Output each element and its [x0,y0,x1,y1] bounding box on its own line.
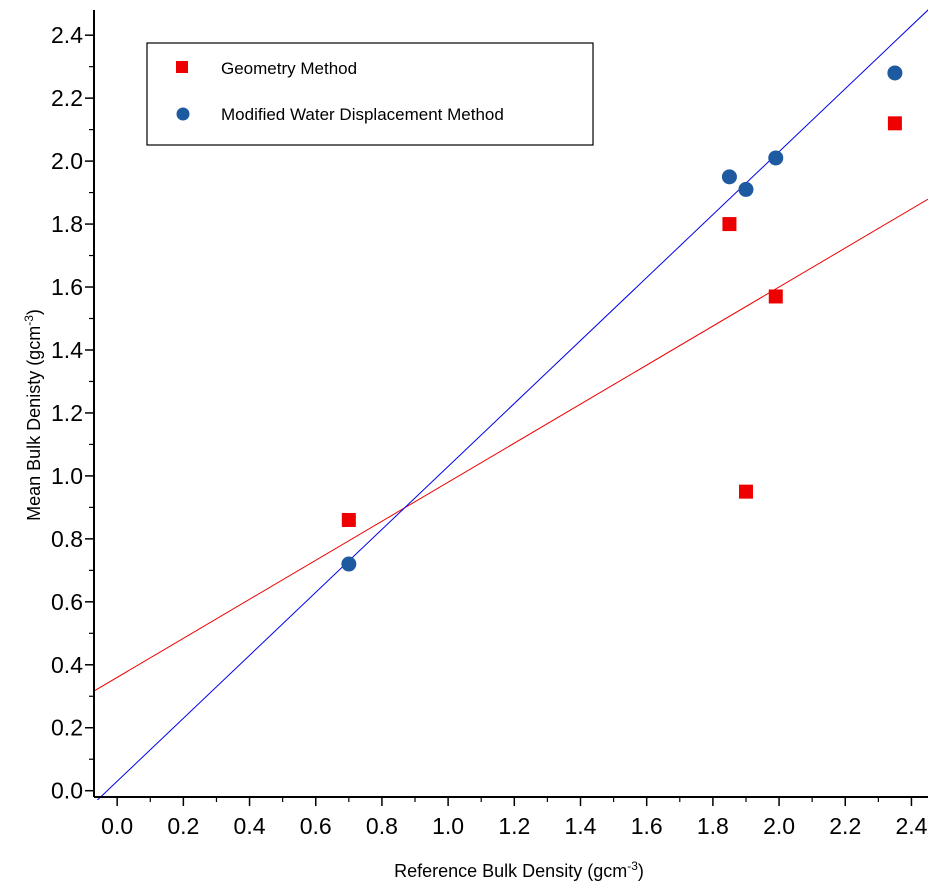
y-tick-label: 1.0 [51,463,83,489]
legend: Geometry Method Modified Water Displacem… [146,42,594,146]
data-point-geometry [887,116,902,131]
data-point-water-displacement [738,181,754,197]
y-tick-label: 0.2 [51,715,83,741]
x-tick-label: 0.4 [234,813,266,839]
tick-labels: 0.0 0.2 0.4 0.6 0.8 1.0 1.2 1.4 1.6 1.8 2.0 2.2 2.4 0… [51,22,928,839]
legend-box [146,42,594,146]
y-tick-label: 1.6 [51,274,83,300]
x-tick-label: 0.8 [366,813,398,839]
y-tick-label: 2.2 [51,85,83,111]
data-point-geometry [768,289,783,304]
y-tick-label: 1.8 [51,211,83,237]
y-tick-label: 0.8 [51,526,83,552]
x-tick-label: 1.8 [697,813,729,839]
y-tick-label: 0.0 [51,778,83,804]
x-tick-label: 1.2 [498,813,530,839]
fit-line-geometry [93,198,928,692]
data-point-water-displacement [887,65,903,81]
x-tick-label: 2.4 [895,813,927,839]
axes [85,10,928,806]
y-tick-label: 1.4 [51,337,83,363]
legend-marker-geometry [176,61,188,73]
legend-label-water-displacement: Modified Water Displacement Method [221,105,504,124]
fit-lines [93,9,928,800]
legend-marker-water-displacement [176,107,190,121]
x-tick-label: 0.0 [101,813,133,839]
x-axis-title: Reference Bulk Density (gcm-3) [394,859,644,881]
y-tick-label: 2.4 [51,22,83,48]
x-tick-label: 2.0 [763,813,795,839]
y-axis-title: Mean Bulk Denisty (gcm-3) [22,309,44,521]
fit-line-water-displacement [96,9,928,800]
data-point-geometry [722,217,737,232]
data-points [341,65,903,572]
data-point-water-displacement [341,556,357,572]
y-tick-label: 1.2 [51,400,83,426]
x-tick-label: 2.2 [829,813,861,839]
x-tick-label: 0.6 [300,813,332,839]
y-tick-label: 2.0 [51,148,83,174]
data-point-water-displacement [721,169,737,185]
data-point-water-displacement [768,150,784,166]
data-point-geometry [738,484,753,499]
y-tick-label: 0.4 [51,652,83,678]
y-tick-label: 0.6 [51,589,83,615]
x-tick-label: 1.4 [565,813,597,839]
x-tick-label: 1.0 [432,813,464,839]
x-tick-label: 1.6 [631,813,663,839]
x-tick-label: 0.2 [167,813,199,839]
legend-label-geometry: Geometry Method [221,59,357,78]
data-point-geometry [341,512,356,527]
